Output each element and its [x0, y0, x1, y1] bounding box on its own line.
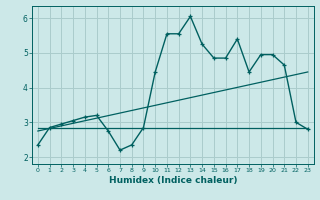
X-axis label: Humidex (Indice chaleur): Humidex (Indice chaleur) [108, 176, 237, 185]
